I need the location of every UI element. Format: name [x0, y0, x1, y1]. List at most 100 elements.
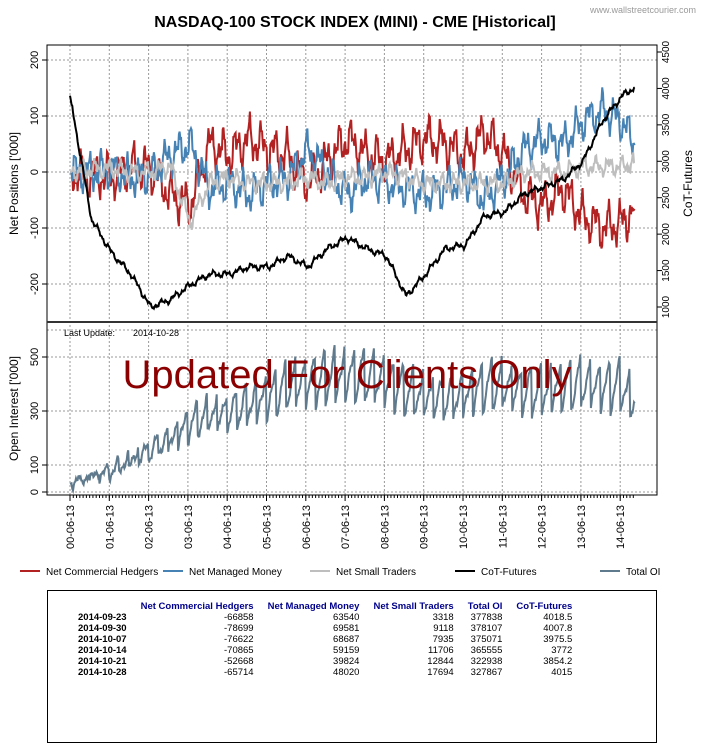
x-tick-label: 06-06-13: [301, 505, 313, 549]
x-tick-label: 08-06-13: [379, 505, 391, 549]
table-cell: 2014-09-30: [78, 623, 127, 634]
x-tick-label: 04-06-13: [222, 505, 234, 549]
table-cell: 2014-10-14: [78, 645, 127, 656]
x-tick-label: 02-06-13: [144, 505, 156, 549]
legend-label: CoT-Futures: [481, 567, 537, 578]
y2-tick-label: 2500: [661, 186, 672, 209]
x-tick-label: 00-06-13: [65, 505, 77, 549]
table-cell: -76622: [224, 634, 254, 645]
table-cell: 3318: [432, 612, 454, 623]
table-cell: 39824: [333, 656, 360, 667]
y-tick-label: 100: [29, 456, 41, 474]
table-header: Total OI: [467, 601, 503, 612]
y2-tick-label: 3500: [661, 113, 672, 136]
table-cell: -52668: [224, 656, 254, 667]
y2-tick-label: 3000: [661, 150, 672, 173]
x-tick-label: 09-06-13: [419, 505, 431, 549]
table-header: CoT-Futures: [516, 601, 573, 612]
data-table: Net Commercial Hedgers Net Managed Money N…: [78, 601, 572, 678]
table-cell: 68687: [333, 634, 360, 645]
table-cell: 9118: [433, 623, 454, 634]
table-cell: 365555: [470, 645, 503, 656]
x-tick-label: 01-06-13: [104, 505, 116, 549]
table-cell: 7935: [432, 634, 454, 645]
series-line-net-small-traders: [69, 152, 636, 230]
table-row: 2014-10-28 -65714 48020 17694 327867 4015: [78, 667, 572, 678]
y2-tick-label: 1000: [661, 295, 672, 318]
table-cell: 377838: [470, 612, 503, 623]
y2-tick-label: 4000: [661, 77, 672, 100]
table-cell: 4007.8: [543, 623, 573, 634]
y-tick-label: 200: [29, 51, 41, 69]
series-line-net-commercial-hedgers: [69, 111, 636, 249]
legend-label: Net Small Traders: [336, 567, 416, 578]
table-cell: 63540: [333, 612, 360, 623]
table-cell: 3854.2: [543, 656, 573, 667]
table-cell: 3975.5: [543, 634, 573, 645]
y-tick-label: 300: [29, 402, 41, 420]
legend-label: Net Commercial Hedgers: [46, 567, 158, 578]
site-url: www.wallstreetcourier.com: [589, 5, 696, 15]
table-cell: 322938: [470, 656, 503, 667]
table-cell: 59159: [333, 645, 360, 656]
y2-tick-label: 1500: [661, 259, 672, 282]
x-tick-label: 03-06-13: [183, 505, 195, 549]
table-header: Net Small Traders: [373, 601, 454, 612]
y-tick-label: 0: [29, 489, 41, 495]
table-row: 2014-10-07 -76622 68687 7935 375071 3975.5: [78, 634, 572, 645]
chart-area: 00-06-13 01-06-13 02-06-13 03-06-13 04-06-13…: [7, 40, 695, 578]
y-tick-label: -100: [29, 217, 41, 239]
y-tick-label: 100: [29, 107, 41, 125]
table-cell: 69581: [333, 623, 360, 634]
table-row: 2014-10-14 -70865 59159 11706 365555 3772: [78, 645, 572, 656]
data-table-box: Net Commercial Hedgers Net Managed Money N…: [47, 590, 657, 743]
y2-axis-label: CoT-Futures: [681, 150, 695, 217]
table-cell: 48020: [333, 667, 360, 678]
y2-tick-label: 2000: [661, 223, 672, 246]
x-tick-label: 14-06-13: [615, 505, 627, 549]
table-row: 2014-09-23 -66858 63540 3318 377838 4018.5: [78, 612, 572, 623]
table-cell: -78699: [224, 623, 254, 634]
watermark-text: Updated For Clients Only: [122, 353, 571, 397]
x-tick-label: 13-06-13: [576, 505, 588, 549]
table-cell: 2014-10-07: [78, 634, 127, 645]
x-tick-label: 10-06-13: [458, 505, 470, 549]
y-tick-label: 0: [29, 169, 41, 175]
x-tick-label: 12-06-13: [537, 505, 549, 549]
table-header: Net Commercial Hedgers: [140, 601, 254, 612]
y2-tick-label: 4500: [661, 40, 672, 63]
table-header: [78, 601, 127, 612]
table-header: Net Managed Money: [267, 601, 360, 612]
table-cell: -70865: [224, 645, 254, 656]
table-cell: 17694: [427, 667, 454, 678]
y-axis-label: Net Positions ['000]: [7, 132, 21, 235]
x-tick-label: 05-06-13: [262, 505, 274, 549]
table-cell: -66858: [224, 612, 254, 623]
table-cell: 11706: [428, 645, 454, 656]
legend-label: Total OI: [626, 567, 660, 578]
series-line-total-oi: [69, 344, 636, 495]
table-cell: 4015: [551, 667, 573, 678]
table-cell: 378107: [470, 623, 503, 634]
y-tick-label: 500: [29, 348, 41, 366]
table-row: 2014-10-21 -52668 39824 12844 322938 3854.2: [78, 656, 572, 667]
y-tick-label: -200: [29, 273, 41, 295]
table-cell: 12844: [427, 656, 454, 667]
last-update-value: 2014-10-28: [133, 328, 179, 338]
table-cell: -65714: [224, 667, 254, 678]
chart-title: NASDAQ-100 STOCK INDEX (MINI) - CME [His…: [154, 14, 556, 31]
table-cell: 2014-10-21: [78, 656, 127, 667]
table-row: 2014-09-30 -78699 69581 9118 378107 4007.8: [78, 623, 572, 634]
series-line-cot-futures: [69, 86, 636, 311]
last-update-label: Last Update:: [64, 328, 115, 338]
table-cell: 375071: [470, 634, 503, 645]
lower-panel-frame: [46, 321, 658, 496]
table-cell: 2014-10-28: [78, 667, 127, 678]
y-axis-label: Open Interest ['000]: [7, 356, 21, 461]
table-cell: 3772: [551, 645, 573, 656]
legend-label: Net Managed Money: [189, 567, 282, 578]
series-line-net-managed-money: [70, 87, 636, 215]
x-tick-label: 07-06-13: [340, 505, 352, 549]
table-cell: 4018.5: [543, 612, 573, 623]
